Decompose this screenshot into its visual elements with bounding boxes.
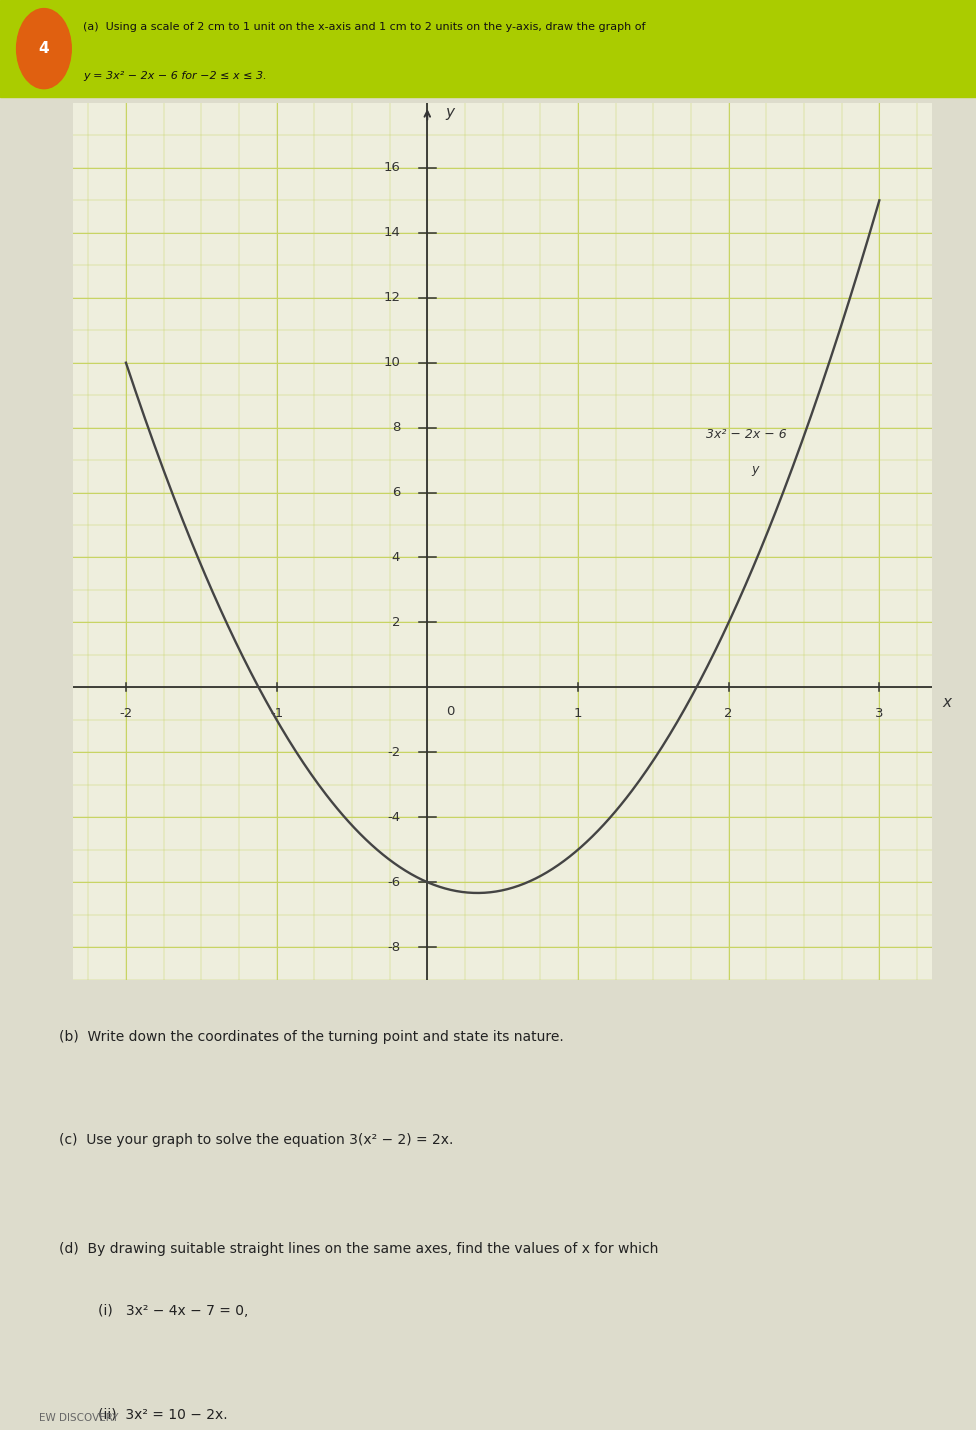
Text: y: y <box>752 463 758 476</box>
Text: -2: -2 <box>386 746 400 759</box>
Text: (c)  Use your graph to solve the equation 3(x² − 2) = 2x.: (c) Use your graph to solve the equation… <box>59 1133 453 1147</box>
Text: 6: 6 <box>391 486 400 499</box>
Text: 0: 0 <box>446 705 454 718</box>
Text: 3: 3 <box>875 706 883 719</box>
Text: 2: 2 <box>391 616 400 629</box>
Text: 2: 2 <box>724 706 733 719</box>
Text: -1: -1 <box>270 706 283 719</box>
Text: 1: 1 <box>574 706 583 719</box>
Text: 10: 10 <box>384 356 400 369</box>
Text: 14: 14 <box>384 226 400 239</box>
Text: 8: 8 <box>391 420 400 435</box>
Text: -8: -8 <box>387 941 400 954</box>
Text: -2: -2 <box>119 706 133 719</box>
Text: 4: 4 <box>39 41 49 56</box>
Text: (a)  Using a scale of 2 cm to 1 unit on the x-axis and 1 cm to 2 units on the y-: (a) Using a scale of 2 cm to 1 unit on t… <box>83 23 645 33</box>
Text: -6: -6 <box>387 875 400 888</box>
Text: (d)  By drawing suitable straight lines on the same axes, find the values of x f: (d) By drawing suitable straight lines o… <box>59 1243 658 1257</box>
Text: y: y <box>445 106 455 120</box>
Text: x: x <box>943 695 952 711</box>
Text: (b)  Write down the coordinates of the turning point and state its nature.: (b) Write down the coordinates of the tu… <box>59 1030 563 1044</box>
Text: 12: 12 <box>384 292 400 305</box>
Text: (i)   3x² − 4x − 7 = 0,: (i) 3x² − 4x − 7 = 0, <box>98 1304 248 1318</box>
Text: (ii)  3x² = 10 − 2x.: (ii) 3x² = 10 − 2x. <box>98 1407 227 1421</box>
Text: -4: -4 <box>387 811 400 824</box>
Text: 4: 4 <box>391 551 400 563</box>
Text: 3x² − 2x − 6: 3x² − 2x − 6 <box>706 428 787 440</box>
Text: y = 3x² − 2x − 6 for −2 ≤ x ≤ 3.: y = 3x² − 2x − 6 for −2 ≤ x ≤ 3. <box>83 72 266 82</box>
Text: 16: 16 <box>384 162 400 174</box>
Text: EW DISCOVERY: EW DISCOVERY <box>39 1413 118 1423</box>
